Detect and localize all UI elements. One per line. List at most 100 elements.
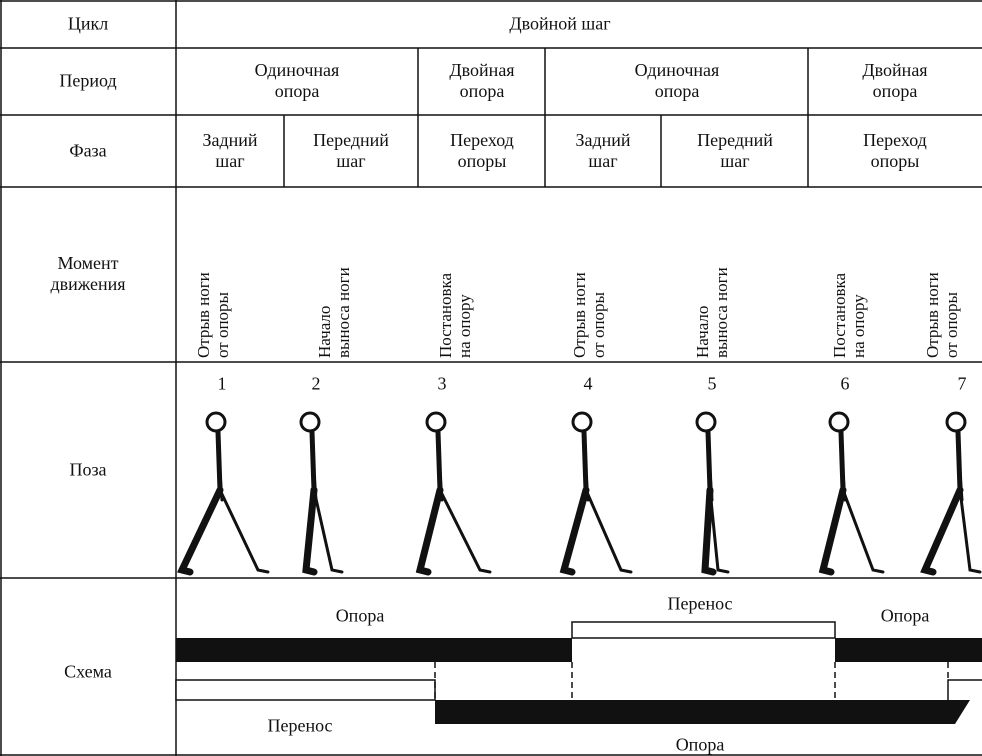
- cycle-cell: Двойной шаг: [509, 14, 610, 35]
- phase-cell: Переход опоры: [863, 130, 927, 172]
- text-line: опоры: [870, 151, 920, 171]
- pose-number: 5: [707, 373, 717, 394]
- figure-part: [205, 411, 227, 433]
- moment-cell: Постановка на опору: [436, 183, 474, 358]
- figure-part: [302, 486, 318, 576]
- text-line: на опору: [455, 294, 474, 358]
- moment-cell: Отрыв ноги от опоры: [923, 183, 961, 358]
- text-line: Двойная: [862, 60, 928, 80]
- row-label: Фаза: [69, 141, 106, 162]
- text-line: выноса ноги: [334, 267, 353, 358]
- pose-number: 2: [311, 373, 321, 394]
- phase-cell: Передний шаг: [313, 130, 389, 172]
- phase-cell: Переход опоры: [450, 130, 514, 172]
- figure-part: [218, 488, 270, 574]
- text-line: Передний: [313, 130, 389, 150]
- text-line: Поза: [69, 459, 107, 480]
- moment-cell: Отрыв ноги от опоры: [194, 183, 232, 358]
- text-line: Отрыв ноги: [923, 272, 942, 358]
- row-label: Цикл: [68, 14, 108, 35]
- text-line: Двойной шаг: [509, 13, 611, 34]
- figure-part: [312, 488, 344, 574]
- text-line: Переход: [450, 130, 514, 150]
- pose-number: 6: [840, 373, 850, 394]
- figure-part: [559, 486, 590, 576]
- text-line: от опоры: [213, 292, 232, 358]
- phase-cell: Задний шаг: [575, 130, 630, 172]
- schema: [175, 621, 982, 724]
- text-line: Постановка: [830, 272, 849, 358]
- text-line: от опоры: [589, 292, 608, 358]
- period-cell: Двойная опора: [862, 60, 927, 102]
- text-line: опора: [872, 81, 918, 101]
- text-line: шаг: [215, 151, 245, 171]
- text-line: Начало: [693, 305, 712, 358]
- text-line: Начало: [315, 305, 334, 358]
- text-line: Постановка: [436, 272, 455, 358]
- figure-part: [299, 411, 321, 433]
- text-line: Схема: [64, 661, 112, 682]
- figure-part: [818, 486, 847, 576]
- figure-part: [695, 411, 717, 433]
- row-label: Период: [59, 71, 116, 92]
- text-line: выноса ноги: [712, 267, 731, 358]
- schema-label: Перенос: [667, 593, 733, 614]
- row-label: Момент движения: [50, 253, 125, 295]
- pose-number: 3: [437, 373, 447, 394]
- figure-part: [571, 411, 593, 433]
- figure-part: [415, 486, 444, 576]
- pose-number: 1: [217, 373, 227, 394]
- period-cell: Одиночная опора: [635, 60, 720, 102]
- schema-label: Опора: [675, 734, 725, 755]
- text-line: Задний: [202, 130, 258, 150]
- text-line: шаг: [336, 151, 366, 171]
- schema-label: Опора: [880, 605, 930, 626]
- text-line: шаг: [720, 151, 750, 171]
- pose-figures: [177, 411, 982, 576]
- figure-part: [701, 486, 717, 576]
- text-line: Момент: [57, 253, 119, 273]
- text-line: Цикл: [67, 13, 109, 34]
- row-label: Схема: [64, 662, 112, 683]
- text-line: Одиночная: [254, 60, 340, 80]
- text-line: от опоры: [942, 292, 961, 358]
- pose-number: 7: [957, 373, 967, 394]
- figure-part: [945, 411, 967, 433]
- schema-label: Перенос: [267, 715, 333, 736]
- pose-number: 4: [583, 373, 593, 394]
- schema-label: Опора: [335, 605, 385, 626]
- moment-cell: Начало выноса ноги: [315, 183, 353, 358]
- period-cell: Одиночная опора: [255, 60, 340, 102]
- text-line: Задний: [575, 130, 631, 150]
- figure-part: [828, 411, 850, 433]
- text-line: шаг: [588, 151, 618, 171]
- text-line: опора: [459, 81, 505, 101]
- figure-part: [841, 488, 885, 574]
- text-line: опора: [654, 81, 700, 101]
- text-line: Отрыв ноги: [194, 272, 213, 358]
- text-line: опоры: [457, 151, 507, 171]
- moment-cell: Постановка на опору: [830, 183, 868, 358]
- text-line: на опору: [849, 294, 868, 358]
- figure-part: [438, 488, 492, 574]
- figure-part: [920, 486, 964, 576]
- phase-cell: Передний шаг: [697, 130, 773, 172]
- text-line: Двойная: [449, 60, 515, 80]
- figure-part: [708, 488, 730, 574]
- moment-cell: Отрыв ноги от опоры: [570, 183, 608, 358]
- figure-part: [425, 411, 447, 433]
- text-line: Одиночная: [634, 60, 720, 80]
- text-line: движения: [50, 274, 126, 294]
- text-line: Переход: [863, 130, 927, 150]
- row-label: Поза: [69, 460, 106, 481]
- moment-cell: Начало выноса ноги: [693, 183, 731, 358]
- text-line: Фаза: [69, 140, 107, 161]
- text-line: Передний: [697, 130, 773, 150]
- period-cell: Двойная опора: [449, 60, 514, 102]
- phase-cell: Задний шаг: [202, 130, 257, 172]
- figure-part: [584, 488, 633, 574]
- figure-part: [177, 486, 224, 576]
- figure-part: [958, 488, 982, 574]
